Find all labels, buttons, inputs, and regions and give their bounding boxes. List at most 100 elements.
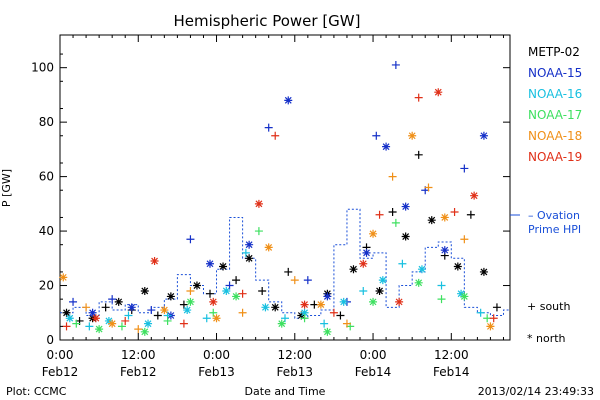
point-noaa-16: [417, 265, 426, 274]
point-noaa-17: [163, 316, 172, 325]
point-noaa-18: [342, 319, 351, 328]
point-noaa-17: [117, 322, 126, 331]
ovation-legend-line2: Prime HPI: [528, 223, 581, 236]
point-noaa-15: [372, 131, 381, 140]
x-tick-label-time: 0:00: [47, 348, 74, 362]
plot-frame: [59, 34, 511, 341]
y-tick-label: 100: [31, 61, 54, 75]
point-noaa-15: [186, 235, 195, 244]
x-tick-label-date: Feb14: [433, 365, 470, 379]
point-metp-02: [284, 267, 293, 276]
point-noaa-19: [329, 308, 338, 317]
point-noaa-16: [476, 308, 485, 317]
point-noaa-17: [232, 292, 241, 301]
point-noaa-16: [359, 286, 368, 295]
point-noaa-19: [395, 297, 404, 306]
point-noaa-15: [362, 248, 371, 257]
point-noaa-19: [254, 199, 263, 208]
point-metp-02: [140, 286, 149, 295]
point-noaa-19: [91, 314, 100, 323]
point-metp-02: [401, 232, 410, 241]
point-noaa-18: [388, 172, 397, 181]
point-noaa-19: [375, 210, 384, 219]
point-metp-02: [232, 276, 241, 285]
point-noaa-19: [489, 314, 498, 323]
point-metp-02: [414, 150, 423, 159]
point-noaa-18: [186, 286, 195, 295]
point-noaa-15: [382, 142, 391, 151]
point-metp-02: [388, 208, 397, 217]
chart-title: Hemispheric Power [GW]: [174, 12, 361, 30]
point-noaa-16: [320, 319, 329, 328]
legend-entry-noaa-17: NOAA-17: [528, 108, 582, 122]
point-metp-02: [453, 262, 462, 271]
x-tick-label-time: 0:00: [360, 348, 387, 362]
point-noaa-19: [300, 300, 309, 309]
legend-entry-metp-02: METP-02: [528, 45, 580, 59]
point-noaa-15: [479, 131, 488, 140]
x-tick-label-date: Feb14: [355, 365, 392, 379]
point-noaa-16: [202, 314, 211, 323]
point-metp-02: [62, 308, 71, 317]
y-tick-label: 60: [39, 170, 54, 184]
point-noaa-18: [369, 229, 378, 238]
x-tick-label-date: Feb13: [198, 365, 235, 379]
x-tick-label-date: Feb12: [42, 365, 79, 379]
point-noaa-16: [300, 308, 309, 317]
point-noaa-17: [186, 297, 195, 306]
point-noaa-18: [290, 276, 299, 285]
point-metp-02: [101, 303, 110, 312]
point-noaa-19: [271, 131, 280, 140]
legend: METP-02 NOAA-15 NOAA-16 NOAA-17 NOAA-18 NOAA-…: [528, 45, 582, 164]
x-axis-label: Date and Time: [245, 385, 326, 398]
point-noaa-18: [424, 183, 433, 192]
point-metp-02: [336, 311, 345, 320]
ovation-hpi-layer: [60, 208, 510, 319]
y-axis-label: P [GW]: [0, 169, 13, 207]
point-noaa-17: [254, 227, 263, 236]
point-noaa-17: [72, 319, 81, 328]
point-noaa-17: [95, 325, 104, 334]
point-noaa-17: [391, 218, 400, 227]
point-metp-02: [349, 265, 358, 274]
point-noaa-15: [108, 295, 117, 304]
point-noaa-16: [398, 259, 407, 268]
point-noaa-19: [179, 319, 188, 328]
y-tick-label: 20: [39, 279, 54, 293]
x-tick-label-date: Feb12: [120, 365, 157, 379]
point-metp-02: [166, 292, 175, 301]
point-noaa-17: [323, 327, 332, 336]
point-noaa-15: [303, 276, 312, 285]
x-tick-label-date: Feb13: [277, 365, 314, 379]
point-noaa-18: [160, 306, 169, 315]
point-noaa-18: [212, 314, 221, 323]
scatter-marks-layer: [59, 60, 501, 336]
point-metp-02: [271, 303, 280, 312]
point-noaa-16: [144, 319, 153, 328]
point-noaa-19: [470, 191, 479, 200]
footer-timestamp: 2013/02/14 23:49:33: [478, 385, 594, 398]
point-metp-02: [245, 254, 254, 263]
point-noaa-19: [414, 93, 423, 102]
point-noaa-15: [460, 164, 469, 173]
point-metp-02: [466, 210, 475, 219]
point-noaa-17: [460, 292, 469, 301]
point-noaa-18: [460, 235, 469, 244]
legend-entry-noaa-16: NOAA-16: [528, 87, 582, 101]
point-noaa-18: [264, 243, 273, 252]
legend-entry-noaa-18: NOAA-18: [528, 129, 582, 143]
point-noaa-17: [140, 327, 149, 336]
marker-key-south: + south: [527, 300, 570, 313]
point-noaa-19: [359, 259, 368, 268]
point-noaa-15: [323, 292, 332, 301]
point-noaa-15: [391, 60, 400, 69]
point-noaa-17: [300, 314, 309, 323]
legend-entry-noaa-15: NOAA-15: [528, 66, 582, 80]
point-noaa-15: [284, 96, 293, 105]
point-metp-02: [219, 262, 228, 271]
y-tick-label: 80: [39, 115, 54, 129]
point-noaa-18: [82, 303, 91, 312]
footer-credit: Plot: CCMC: [6, 385, 67, 398]
x-tick-label-time: 12:00: [277, 348, 312, 362]
